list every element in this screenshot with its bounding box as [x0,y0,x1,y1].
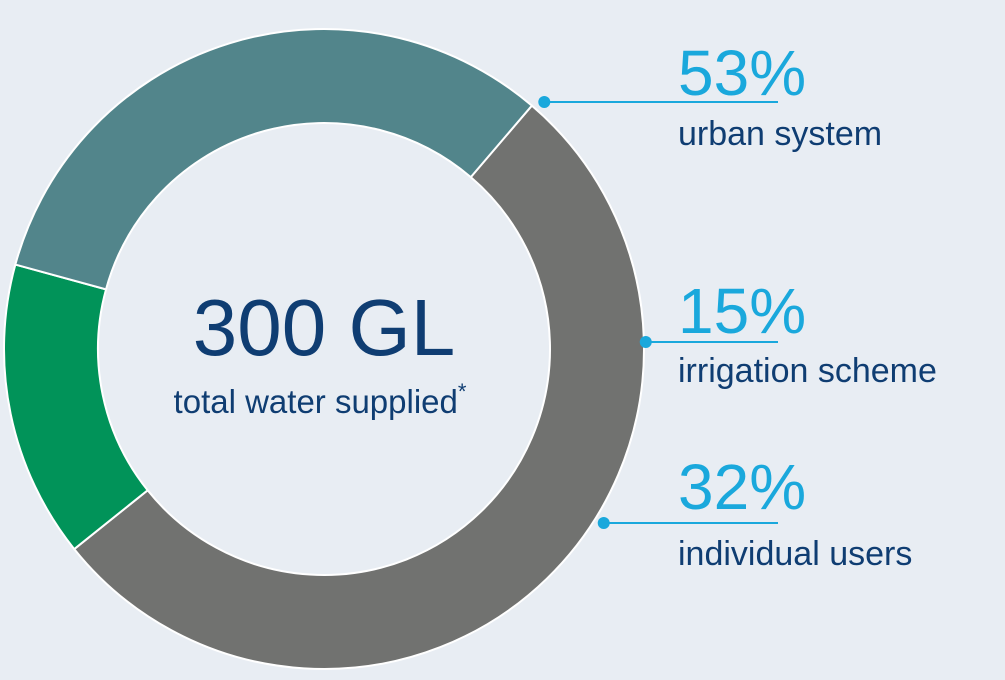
slice-percent-irrigation-scheme: 15% [678,275,806,347]
footnote-asterisk: * [458,379,467,404]
donut-slices [3,28,645,670]
slice-labels: 53% urban system 15% irrigation scheme 32% in… [678,37,937,573]
leader-lines [538,96,778,529]
leader-dot-urban-system [538,96,551,108]
leader-dot-individual-users [597,517,610,529]
slice-label-individual-users: individual users [678,535,912,573]
slice-irrigation-scheme [3,263,150,551]
leader-dot-irrigation-scheme [639,336,652,348]
slice-individual-users [14,28,534,291]
slice-label-urban-system: urban system [678,115,882,153]
slice-label-irrigation-scheme: irrigation scheme [678,352,937,390]
total-label-line: total water supplied* [174,379,467,420]
total-value: 300 GL [193,283,455,372]
slice-percent-individual-users: 32% [678,451,806,523]
total-label: total water supplied [174,383,458,420]
slice-urban-system [72,104,645,670]
slice-percent-urban-system: 53% [678,37,806,109]
